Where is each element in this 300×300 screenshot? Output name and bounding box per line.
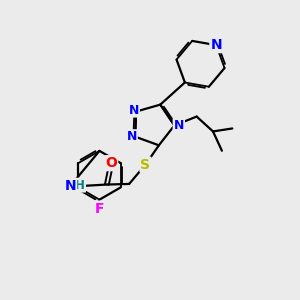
Text: N: N xyxy=(174,119,184,132)
Text: O: O xyxy=(105,156,117,170)
Text: N: N xyxy=(64,179,76,193)
Text: H: H xyxy=(75,178,85,192)
Text: N: N xyxy=(210,38,222,52)
Text: S: S xyxy=(140,158,151,172)
Text: F: F xyxy=(95,202,104,216)
Text: N: N xyxy=(127,130,137,143)
Text: N: N xyxy=(128,103,139,117)
